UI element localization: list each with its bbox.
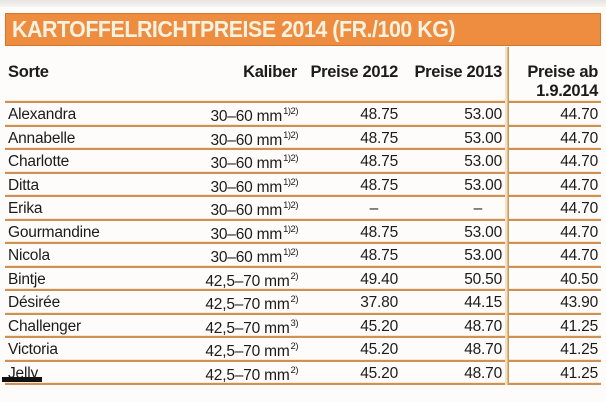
last-column-divider bbox=[505, 47, 509, 385]
p2012-cell: – bbox=[369, 200, 379, 218]
sorte-cell: Nicola bbox=[8, 247, 50, 265]
column-header-preise-ab: Preise ab 1.9.2014 bbox=[502, 63, 598, 103]
table-row: Gourmandine 30–60 mm1)2) 48.75 53.00 44.… bbox=[5, 221, 601, 245]
column-header-preise-ab-line1: Preise ab bbox=[527, 63, 598, 81]
kaliber-cell: 30–60 mm1)2) bbox=[210, 129, 298, 149]
p2012-cell: 48.75 bbox=[360, 129, 398, 147]
scan-edge-strip bbox=[0, 0, 606, 7]
p2013-cell: 44.15 bbox=[464, 294, 502, 312]
table-row: Jelly 42,5–70 mm2) 45.20 48.70 41.25 bbox=[5, 362, 601, 386]
p2012-cell: 48.75 bbox=[360, 176, 398, 194]
pab-cell: 44.70 bbox=[560, 223, 598, 241]
pab-cell: 43.90 bbox=[560, 294, 598, 312]
p2013-cell: 53.00 bbox=[464, 106, 502, 124]
sorte-cell: Désirée bbox=[8, 294, 61, 312]
sorte-cell: Gourmandine bbox=[8, 223, 100, 241]
pab-cell: 44.70 bbox=[560, 129, 598, 147]
table-row: Challenger 42,5–70 mm3) 45.20 48.70 41.2… bbox=[5, 315, 601, 339]
kaliber-cell: 30–60 mm1)2) bbox=[210, 200, 298, 220]
kaliber-cell: 30–60 mm1)2) bbox=[210, 153, 298, 173]
kaliber-cell: 42,5–70 mm2) bbox=[205, 294, 298, 314]
sorte-cell: Bintje bbox=[8, 270, 46, 288]
table-row: Victoria 42,5–70 mm2) 45.20 48.70 41.25 bbox=[5, 338, 601, 362]
kaliber-cell: 30–60 mm1)2) bbox=[210, 106, 298, 126]
p2012-cell: 45.20 bbox=[360, 364, 398, 382]
pab-cell: 44.70 bbox=[560, 200, 598, 218]
column-header-preise-ab-line2: 1.9.2014 bbox=[536, 82, 598, 100]
p2012-cell: 48.75 bbox=[360, 223, 398, 241]
p2012-cell: 45.20 bbox=[360, 341, 398, 359]
kaliber-cell: 42,5–70 mm2) bbox=[205, 341, 298, 361]
table-row: Erika 30–60 mm1)2) – – 44.70 bbox=[5, 197, 601, 221]
pab-cell: 44.70 bbox=[560, 247, 598, 265]
column-header-preise-2012: Preise 2012 bbox=[310, 63, 398, 81]
page-title: KARTOFFELRICHTPREISE 2014 (FR./100 KG) bbox=[12, 16, 456, 42]
pab-cell: 44.70 bbox=[560, 106, 598, 124]
sorte-cell: Erika bbox=[8, 200, 43, 218]
sorte-cell: Victoria bbox=[8, 341, 58, 359]
pab-cell: 41.25 bbox=[560, 317, 598, 335]
p2013-cell: 48.70 bbox=[464, 317, 502, 335]
p2012-cell: 48.75 bbox=[360, 247, 398, 265]
p2012-cell: 37.80 bbox=[360, 294, 398, 312]
kaliber-cell: 30–60 mm1)2) bbox=[210, 176, 298, 196]
p2013-cell: 53.00 bbox=[464, 247, 502, 265]
kaliber-cell: 42,5–70 mm3) bbox=[205, 317, 298, 337]
column-header-preise-2013: Preise 2013 bbox=[414, 63, 502, 81]
sorte-cell: Alexandra bbox=[8, 106, 76, 124]
sorte-cell: Annabelle bbox=[8, 129, 76, 147]
price-table: Sorte Kaliber Preise 2012 Preise 2013 Pr… bbox=[5, 46, 601, 385]
title-band: KARTOFFELRICHTPREISE 2014 (FR./100 KG) bbox=[5, 13, 601, 46]
p2013-cell: 48.70 bbox=[464, 364, 502, 382]
kaliber-cell: 42,5–70 mm2) bbox=[205, 270, 298, 290]
table-row: Ditta 30–60 mm1)2) 48.75 53.00 44.70 bbox=[5, 174, 601, 198]
pab-cell: 40.50 bbox=[560, 270, 598, 288]
table-row: Nicola 30–60 mm1)2) 48.75 53.00 44.70 bbox=[5, 244, 601, 268]
table-row: Alexandra 30–60 mm1)2) 48.75 53.00 44.70 bbox=[5, 103, 601, 127]
table-rows: Alexandra 30–60 mm1)2) 48.75 53.00 44.70… bbox=[5, 103, 601, 385]
column-header-sorte: Sorte bbox=[8, 63, 49, 81]
jelly-underline-mark bbox=[2, 377, 42, 382]
table-row: Désirée 42,5–70 mm2) 37.80 44.15 43.90 bbox=[5, 291, 601, 315]
kaliber-cell: 30–60 mm1)2) bbox=[210, 223, 298, 243]
p2012-cell: 48.75 bbox=[360, 106, 398, 124]
pab-cell: 44.70 bbox=[560, 176, 598, 194]
p2013-cell: 53.00 bbox=[464, 176, 502, 194]
p2013-cell: 50.50 bbox=[464, 270, 502, 288]
sorte-cell: Challenger bbox=[8, 317, 81, 335]
table-header-row: Sorte Kaliber Preise 2012 Preise 2013 Pr… bbox=[5, 46, 601, 103]
kaliber-cell: 42,5–70 mm2) bbox=[205, 364, 298, 384]
table-row: Annabelle 30–60 mm1)2) 48.75 53.00 44.70 bbox=[5, 127, 601, 151]
pab-cell: 41.25 bbox=[560, 364, 598, 382]
pab-cell: 41.25 bbox=[560, 341, 598, 359]
p2012-cell: 49.40 bbox=[360, 270, 398, 288]
table-row: Charlotte 30–60 mm1)2) 48.75 53.00 44.70 bbox=[5, 150, 601, 174]
p2013-cell: 48.70 bbox=[464, 341, 502, 359]
kaliber-cell: 30–60 mm1)2) bbox=[210, 247, 298, 267]
table-row: Bintje 42,5–70 mm2) 49.40 50.50 40.50 bbox=[5, 268, 601, 292]
p2013-cell: 53.00 bbox=[464, 223, 502, 241]
p2012-cell: 45.20 bbox=[360, 317, 398, 335]
pab-cell: 44.70 bbox=[560, 153, 598, 171]
sorte-cell: Charlotte bbox=[8, 153, 70, 171]
p2012-cell: 48.75 bbox=[360, 153, 398, 171]
column-header-kaliber: Kaliber bbox=[243, 63, 297, 81]
p2013-cell: 53.00 bbox=[464, 129, 502, 147]
p2013-cell: 53.00 bbox=[464, 153, 502, 171]
p2013-cell: – bbox=[473, 200, 483, 218]
sorte-cell: Ditta bbox=[8, 176, 39, 194]
